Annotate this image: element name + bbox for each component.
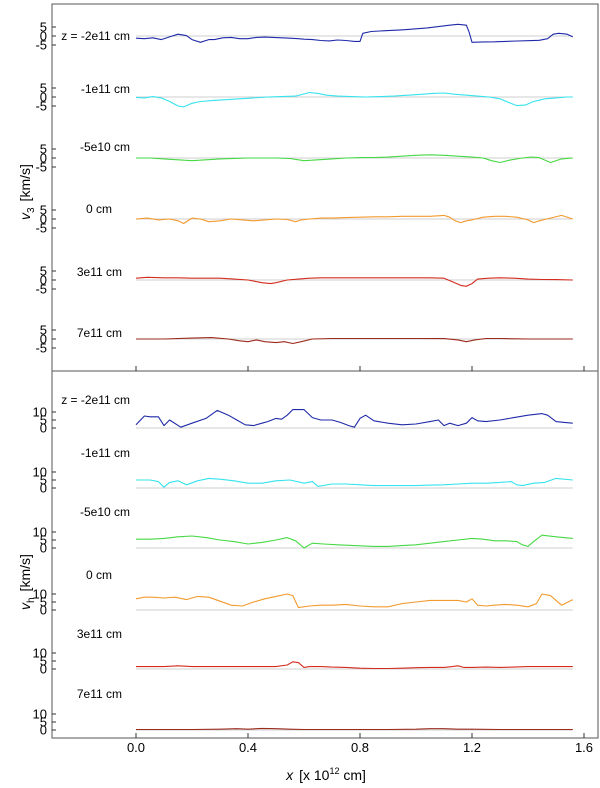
x-label-exp: 12 [329,766,339,776]
top-ytick-label-0-1: 0 [40,29,47,44]
bottom-ytick-label-0-0: 10 [33,405,47,420]
top-ylabel-main: v [17,212,33,220]
top-series-line-5 [136,337,573,345]
x-tick-label-4: 1.6 [575,740,593,755]
top-series-label-5: 7e11 cm [77,326,122,340]
bottom-series-line-1 [136,477,573,488]
bottom-series-label-0: z = -2e11 cm [61,393,130,407]
top-ylabel-sub: 3 [26,207,37,213]
top-ytick-label-0-0: 5 [40,20,47,35]
bottom-ytick-label-1-1: 5 [40,473,47,488]
bottom-series-line-4 [136,661,573,670]
x-axis: 0.0 0.4 0.8 1.2 1.6 [127,366,593,755]
top-ytick-label-2-0: 5 [40,142,47,157]
x-tick-label-1: 0.4 [239,740,257,755]
bottom-ylabel-main: v [17,602,33,610]
top-ytick-label-5-1: 0 [40,332,47,347]
bottom-series-label-3: 0 cm [86,568,112,582]
bottom-series-line-2 [136,534,573,549]
top-series-line-2 [136,154,573,164]
top-ytick-label-2-2: -5 [35,160,47,175]
bottom-series-label-2: -5e10 cm [80,505,130,519]
bottom-ytick-label-3-2: 0 [40,603,47,618]
x-label-unit: [x 10 [299,767,330,783]
x-tick-label-3: 1.2 [463,740,481,755]
bottom-series-line-0 [135,409,573,428]
bottom-series-label-4: 3e11 cm [77,627,122,641]
bottom-series-label-5: 7e11 cm [77,687,122,701]
bottom-ytick-label-2-0: 10 [33,525,47,540]
top-series-label-1: -1e11 cm [81,82,130,96]
x-axis-label: x [x 1012 cm] [285,766,366,783]
top-ytick-label-1-1: 0 [40,90,47,105]
bottom-ytick-label-1-0: 10 [33,465,47,480]
bottom-ytick-label-4-1: 5 [40,654,47,669]
bottom-series-line-3 [135,593,574,609]
bottom-ytick-label-3-1: 5 [40,595,47,610]
top-ytick-label-1-2: -5 [35,99,47,114]
bottom-ytick-label-5-2: 0 [40,723,47,738]
bottom-ytick-label-3-0: 10 [33,587,47,602]
x-label-main: x [285,767,294,783]
bottom-series-line-5 [136,727,573,731]
top-ytick-label-4-1: 0 [40,273,47,288]
bottom-ytick-label-2-2: 0 [40,541,47,556]
top-ytick-label-3-2: -5 [35,221,47,236]
bottom-ytick-label-4-2: 0 [40,662,47,677]
top-ytick-label-4-0: 5 [40,264,47,279]
bottom-ytick-label-1-2: 0 [40,481,47,496]
x-tick-label-0: 0.0 [127,740,145,755]
top-series-label-2: -5e10 cm [80,140,130,154]
top-y-axis-label: v3 [km/s] [17,164,37,220]
bottom-ylabel-sub: h [26,597,37,603]
top-ytick-label-2-1: 0 [40,151,47,166]
x-label-tail: cm] [339,767,365,783]
top-ylabel-unit: [km/s] [17,164,33,201]
top-panel: 50-550-550-550-550-550-5 z = -2e11 cm -1… [17,3,599,372]
x-tick-label-2: 0.8 [351,740,369,755]
bottom-ytick-label-0-1: 5 [40,413,47,428]
bottom-panel-frame [51,370,599,739]
top-ytick-label-3-0: 5 [40,203,47,218]
bottom-ylabel-unit: [km/s] [17,554,33,591]
top-ytick-label-0-2: -5 [35,38,47,53]
bottom-y-axis-label: vh [km/s] [17,554,37,610]
top-series-line-1 [135,91,573,108]
bottom-ytick-label-4-0: 10 [33,646,47,661]
top-ytick-label-1-0: 5 [40,81,47,96]
top-series-label-3: 0 cm [86,202,112,216]
top-ytick-label-4-2: -5 [35,282,47,297]
bottom-ytick-label-5-0: 10 [33,707,47,722]
top-ytick-label-5-0: 5 [40,323,47,338]
bottom-ytick-label-5-1: 5 [40,715,47,730]
top-series-line-0 [135,23,574,43]
bottom-ytick-label-2-1: 5 [40,533,47,548]
top-ytick-label-5-2: -5 [35,341,47,356]
top-series-label-0: z = -2e11 cm [61,29,130,43]
top-series-label-4: 3e11 cm [77,265,122,279]
top-series-line-4 [135,276,573,287]
top-ytick-label-3-1: 0 [40,212,47,227]
top-series-line-3 [135,214,573,225]
bottom-series-label-1: -1e11 cm [81,446,130,460]
bottom-ytick-label-0-2: 0 [40,421,47,436]
